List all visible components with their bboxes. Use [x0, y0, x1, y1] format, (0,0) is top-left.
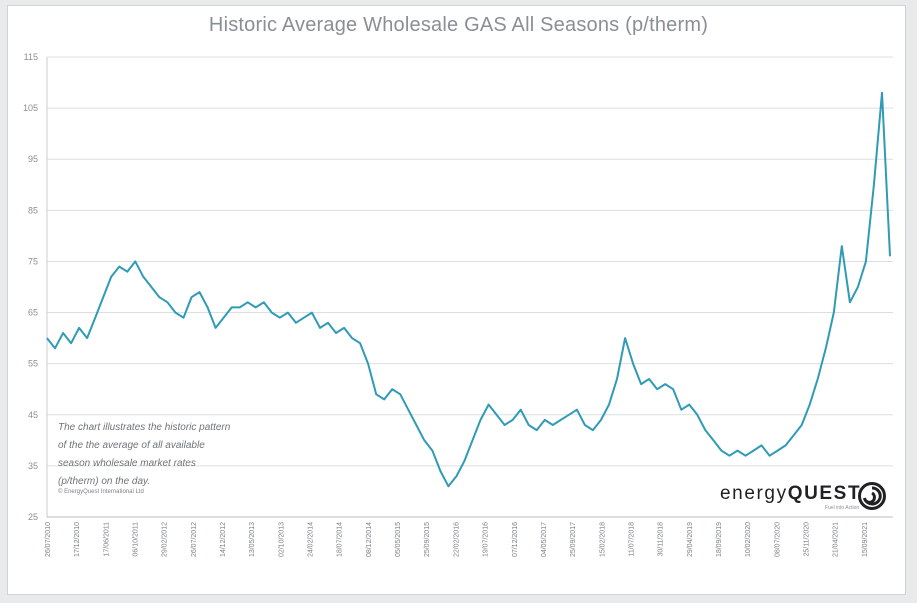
x-tick-label: 24/02/2014	[308, 522, 315, 557]
x-tick-label: 26/07/2012	[191, 522, 198, 557]
x-tick-label: 25/11/2020	[803, 522, 810, 557]
chart-panel	[7, 5, 906, 595]
annotation-line: (p/therm) on the day.	[58, 476, 151, 487]
x-tick-label: 17/06/2011	[103, 522, 110, 557]
x-tick-label: 13/05/2013	[249, 522, 256, 557]
y-tick-label: 105	[23, 103, 38, 113]
x-tick-label: 29/04/2019	[687, 522, 694, 557]
x-tick-label: 25/09/2015	[424, 522, 431, 557]
logo-tagline: Fuel into Action	[825, 505, 860, 511]
x-tick-label: 02/10/2013	[278, 522, 285, 557]
x-tick-label: 29/02/2012	[162, 522, 169, 557]
y-tick-label: 65	[28, 308, 38, 318]
x-tick-label: 19/07/2016	[483, 522, 490, 557]
annotation-line: of the the average of all available	[58, 440, 205, 451]
swirl-logo-icon	[858, 482, 886, 510]
annotation-line: season wholesale market rates	[58, 458, 196, 469]
x-tick-label: 26/07/2010	[45, 522, 52, 557]
x-tick-label: 10/02/2020	[745, 522, 752, 557]
x-tick-label: 05/05/2015	[395, 522, 402, 557]
x-tick-label: 07/12/2016	[512, 522, 519, 557]
x-tick-label: 17/12/2010	[74, 522, 81, 557]
chart-title: Historic Average Wholesale GAS All Seaso…	[208, 14, 709, 36]
logo-word-quest: QUEST	[787, 483, 862, 504]
logo-word-energy: energy	[720, 483, 788, 504]
x-tick-label: 25/09/2017	[570, 522, 577, 557]
x-tick-label: 04/05/2017	[541, 522, 548, 557]
x-tick-label: 30/11/2018	[658, 522, 665, 557]
copyright-note: © EnergyQuest International Ltd	[58, 489, 144, 495]
x-tick-label: 15/02/2018	[599, 522, 606, 557]
logo-wordmark: energyQUEST	[720, 483, 861, 505]
x-tick-label: 18/09/2019	[716, 522, 723, 557]
y-tick-label: 25	[28, 512, 38, 522]
x-tick-label: 11/07/2018	[628, 522, 635, 557]
y-tick-label: 115	[24, 52, 38, 62]
x-tick-label: 21/04/2021	[833, 522, 840, 557]
y-tick-label: 55	[28, 359, 38, 369]
chart-annotation: The chart illustrates the historic patte…	[58, 419, 288, 491]
series-line	[46, 91, 891, 488]
x-tick-label: 15/09/2021	[862, 522, 869, 557]
y-tick-label: 85	[28, 205, 38, 215]
y-tick-label: 35	[28, 461, 38, 471]
x-tick-label: 08/07/2020	[774, 522, 781, 557]
energyquest-logo: energyQUEST Fuel into Action	[720, 481, 890, 515]
x-tick-label: 08/12/2014	[366, 522, 373, 557]
y-tick-label: 95	[28, 154, 38, 164]
x-tick-label: 22/02/2016	[453, 522, 460, 557]
annotation-line: The chart illustrates the historic patte…	[58, 422, 231, 433]
y-tick-label: 45	[28, 410, 38, 420]
y-tick-label: 75	[28, 256, 38, 266]
x-tick-label: 14/12/2012	[220, 522, 227, 557]
x-tick-label: 06/10/2011	[133, 522, 140, 557]
x-tick-label: 18/07/2014	[337, 522, 344, 557]
